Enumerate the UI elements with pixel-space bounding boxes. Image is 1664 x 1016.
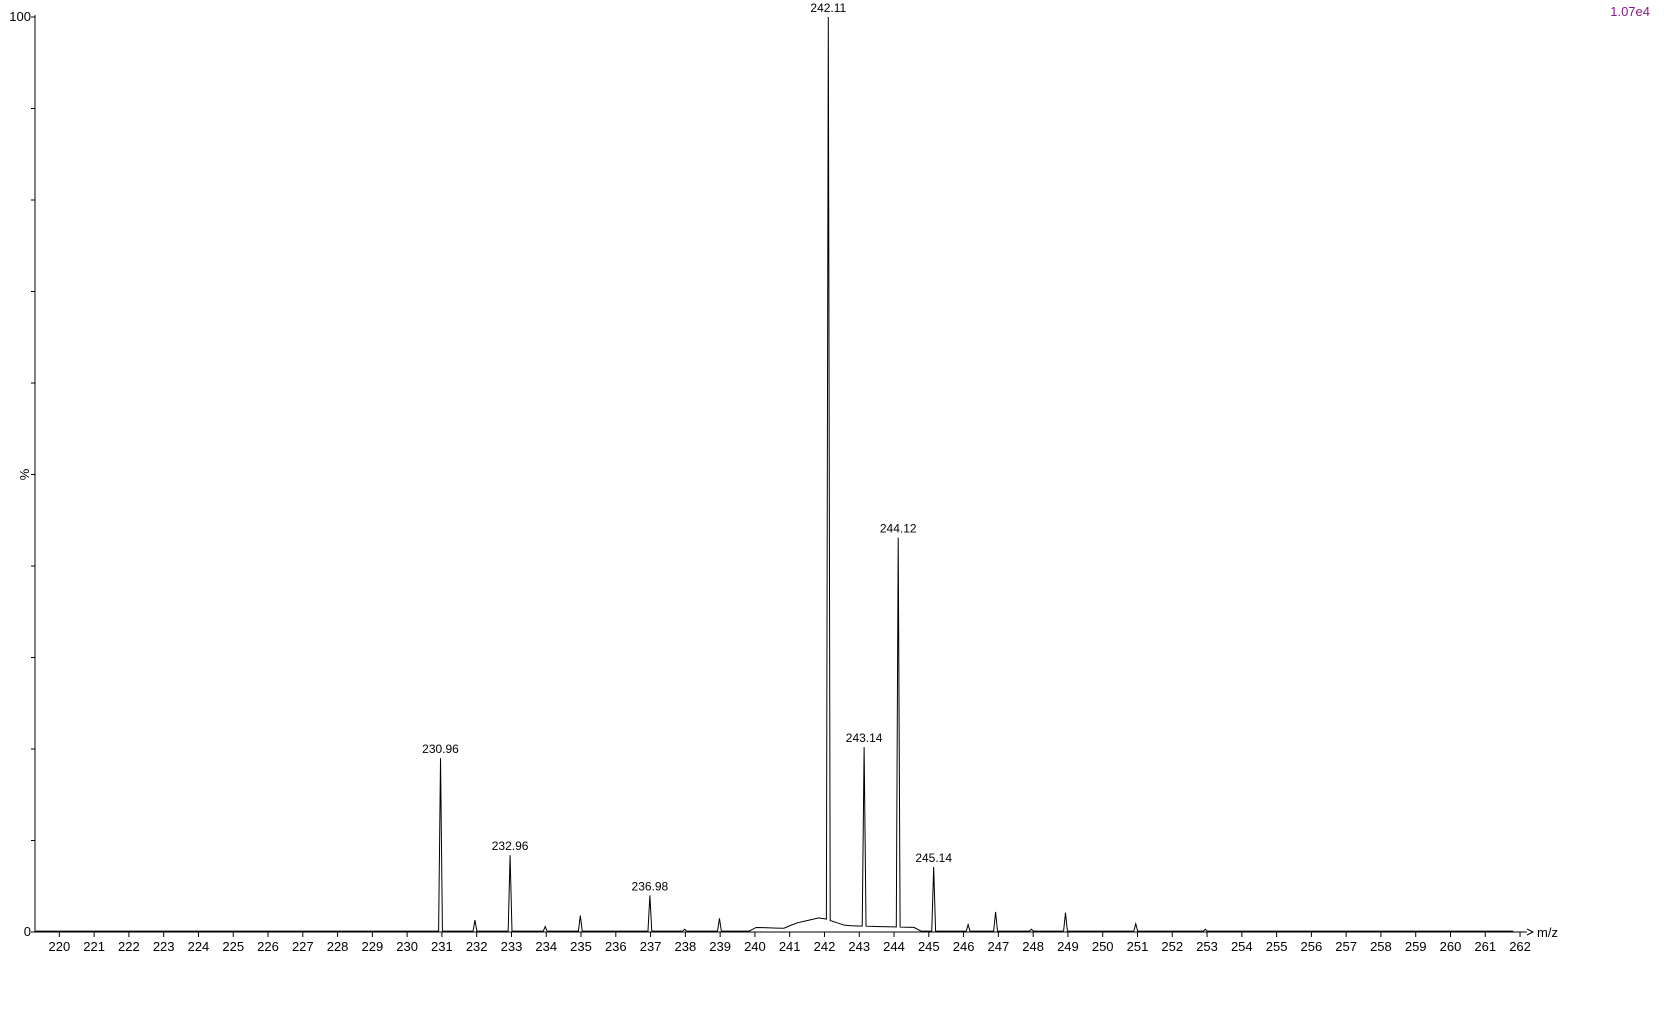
- x-tick-label: 245: [918, 939, 940, 954]
- x-tick-label: 233: [501, 939, 523, 954]
- x-tick-label: 228: [327, 939, 349, 954]
- x-tick-label: 231: [431, 939, 453, 954]
- x-tick-label: 237: [640, 939, 662, 954]
- x-tick-label: 223: [153, 939, 175, 954]
- x-tick-label: 234: [535, 939, 557, 954]
- x-tick-label: 220: [48, 939, 70, 954]
- y-tick-label: 100: [9, 9, 31, 24]
- peak-label: 244.12: [880, 522, 917, 536]
- x-tick-label: 260: [1440, 939, 1462, 954]
- x-tick-label: 250: [1092, 939, 1114, 954]
- x-tick-label: 225: [222, 939, 244, 954]
- x-tick-label: 227: [292, 939, 314, 954]
- peak-label: 230.96: [422, 742, 459, 756]
- x-tick-label: 247: [988, 939, 1010, 954]
- x-tick-label: 226: [257, 939, 279, 954]
- x-tick-label: 261: [1474, 939, 1496, 954]
- y-tick-label: 0: [24, 924, 31, 939]
- x-tick-label: 257: [1335, 939, 1357, 954]
- x-tick-label: 249: [1057, 939, 1079, 954]
- x-tick-label: 243: [848, 939, 870, 954]
- x-tick-label: 258: [1370, 939, 1392, 954]
- x-tick-label: 222: [118, 939, 140, 954]
- x-tick-label: 253: [1196, 939, 1218, 954]
- x-tick-label: 242: [814, 939, 836, 954]
- peak-label: 243.14: [846, 731, 883, 745]
- x-tick-label: 252: [1161, 939, 1183, 954]
- x-tick-label: 262: [1509, 939, 1531, 954]
- y-axis-label: %: [17, 468, 32, 480]
- x-tick-label: 244: [883, 939, 905, 954]
- x-tick-label: 224: [188, 939, 210, 954]
- x-tick-label: 256: [1301, 939, 1323, 954]
- x-axis-label: m/z: [1537, 925, 1558, 940]
- x-tick-label: 246: [953, 939, 975, 954]
- x-tick-label: 235: [570, 939, 592, 954]
- x-tick-label: 241: [779, 939, 801, 954]
- peak-label: 232.96: [492, 839, 529, 853]
- peak-label: 245.14: [915, 851, 952, 865]
- x-axis-arrow: [1526, 928, 1535, 936]
- x-tick-label: 236: [605, 939, 627, 954]
- peak-label: 236.98: [632, 879, 669, 893]
- x-tick-label: 229: [362, 939, 384, 954]
- x-tick-label: 240: [744, 939, 766, 954]
- x-tick-label: 251: [1127, 939, 1149, 954]
- x-tick-label: 221: [83, 939, 105, 954]
- intensity-scale-label: 1.07e4: [1610, 4, 1650, 19]
- x-tick-label: 230: [396, 939, 418, 954]
- spectrum-trace: [35, 16, 1514, 932]
- x-tick-label: 259: [1405, 939, 1427, 954]
- x-tick-label: 254: [1231, 939, 1253, 954]
- x-tick-label: 248: [1022, 939, 1044, 954]
- x-tick-label: 255: [1266, 939, 1288, 954]
- peak-label: 242.11: [810, 1, 846, 15]
- x-tick-label: 232: [466, 939, 488, 954]
- x-tick-label: 239: [709, 939, 731, 954]
- x-tick-label: 238: [675, 939, 697, 954]
